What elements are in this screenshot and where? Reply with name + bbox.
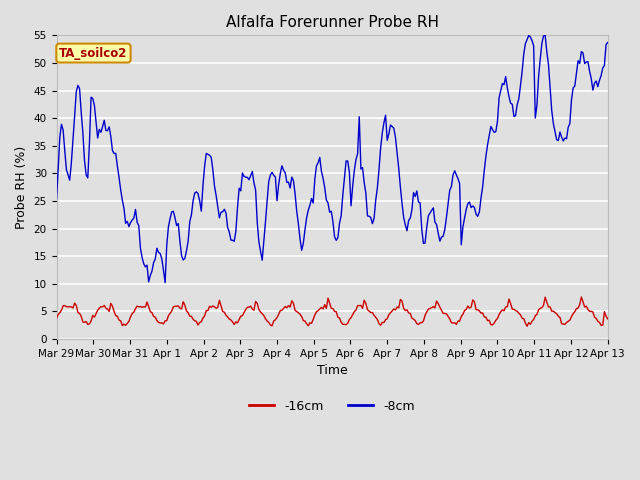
Legend: -16cm, -8cm: -16cm, -8cm — [244, 395, 420, 418]
Text: TA_soilco2: TA_soilco2 — [60, 47, 127, 60]
Y-axis label: Probe RH (%): Probe RH (%) — [15, 145, 28, 229]
Title: Alfalfa Forerunner Probe RH: Alfalfa Forerunner Probe RH — [226, 15, 438, 30]
X-axis label: Time: Time — [317, 364, 348, 377]
